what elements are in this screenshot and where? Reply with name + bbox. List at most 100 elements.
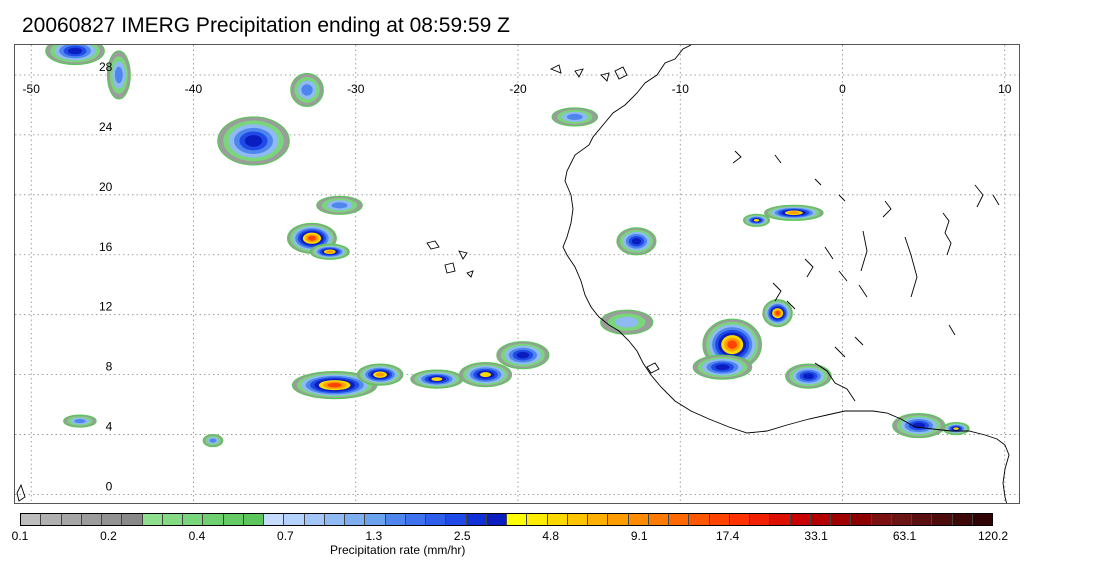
colorbar-swatch [912, 514, 933, 525]
rain-cell [742, 213, 771, 227]
rain-contour [327, 382, 342, 388]
colorbar-swatch [162, 514, 183, 525]
rain-contour [375, 372, 385, 377]
lon-tick-label: -40 [185, 82, 203, 96]
lon-tick-label: -20 [509, 82, 527, 96]
rain-contour [753, 219, 760, 222]
rain-contour [307, 235, 316, 241]
rain-cell [290, 72, 324, 108]
rain-cell [762, 299, 793, 328]
colorbar-swatch [567, 514, 588, 525]
colorbar-swatch [608, 514, 629, 525]
colorbar-tick-label: 0.2 [100, 529, 117, 543]
colorbar-swatch [61, 514, 82, 525]
colorbar-tick-label: 33.1 [804, 529, 828, 543]
islands-outline [16, 64, 660, 502]
colorbar-swatch [770, 514, 791, 525]
rain-contour [953, 427, 959, 430]
colorbar-tick-label: 63.1 [892, 529, 917, 543]
rain-cell [356, 363, 404, 386]
rain-contour [326, 250, 334, 254]
colorbar-swatch [102, 514, 123, 525]
colorbar-swatch [790, 514, 811, 525]
rain-cell [410, 369, 464, 389]
colorbar-tick-label: 0.7 [277, 529, 294, 543]
colorbar-swatch [264, 514, 285, 525]
colorbar-tick-label: 2.5 [453, 529, 471, 543]
colorbar-swatch [891, 514, 912, 525]
colorbar-swatch [547, 514, 568, 525]
lon-tick-label: 0 [839, 82, 846, 96]
lake-outline [860, 212, 952, 298]
colorbar-swatch [972, 514, 992, 525]
rain-contour [331, 202, 348, 209]
colorbar-swatch [466, 514, 487, 525]
colorbar-swatch [21, 514, 42, 525]
precipitation-map[interactable]: -50 -40 -30 -20 -10 0 10 0 4 8 12 16 20 24 28 [14, 44, 1020, 504]
rain-contour [615, 316, 639, 328]
rain-cell [286, 222, 337, 254]
colorbar-swatch [243, 514, 264, 525]
colorbar-swatch [365, 514, 386, 525]
rain-cell [551, 107, 599, 127]
lat-tick-label: 0 [106, 480, 113, 494]
colorbar-swatch [345, 514, 366, 525]
colorbar-swatch [527, 514, 548, 525]
rain-contour [244, 135, 263, 147]
colorbar-swatch [426, 514, 447, 525]
lat-tick-label: 4 [106, 420, 113, 434]
colorbar-tick-label: 9.1 [630, 529, 648, 543]
rain-cell [106, 50, 131, 100]
colorbar-swatch [648, 514, 669, 525]
colorbar-swatch [183, 514, 204, 525]
colorbar-swatch [628, 514, 649, 525]
rain-contour [516, 351, 530, 359]
colorbar-tick-label: 0.4 [188, 529, 206, 543]
rain-contour [209, 438, 217, 443]
colorbar-swatch [284, 514, 305, 525]
colorbar-swatch [41, 514, 62, 525]
grid-lines [15, 45, 1019, 503]
colorbar-tick-label: 0.1 [11, 529, 29, 543]
rain-contour [74, 419, 86, 424]
lat-tick-label: 12 [99, 300, 113, 314]
colorbar-swatch [203, 514, 224, 525]
axis-labels: -50 -40 -30 -20 -10 0 10 0 4 8 12 16 20 24 28 [23, 60, 1012, 494]
colorbar-swatch [709, 514, 730, 525]
colorbar-swatch [750, 514, 771, 525]
rain-cell [45, 45, 105, 66]
colorbar-swatch [952, 514, 973, 525]
colorbar-swatch [324, 514, 345, 525]
colorbar-swatch [385, 514, 406, 525]
lat-tick-label: 20 [99, 180, 113, 194]
colorbar-swatch [122, 514, 143, 525]
rain-cell [692, 354, 753, 380]
colorbar-tick-label: 1.3 [365, 529, 383, 543]
lat-tick-label: 28 [99, 60, 113, 74]
colorbar-swatch [871, 514, 892, 525]
rain-cell [309, 243, 350, 260]
rain-cell [892, 412, 946, 439]
rain-cell [202, 433, 224, 448]
rain-cell [316, 195, 363, 215]
colorbar-tick-label: 120.2 [977, 529, 1009, 543]
rain-contour [431, 377, 443, 382]
colorbar-swatch [486, 514, 507, 525]
rain-cell [616, 227, 657, 256]
precipitation-field [45, 45, 970, 448]
rain-cell [600, 309, 654, 335]
rain-contour [480, 372, 492, 378]
colorbar-swatch [851, 514, 872, 525]
lat-tick-label: 16 [99, 240, 113, 254]
colorbar-swatch [831, 514, 852, 525]
rain-cell [63, 414, 97, 428]
colorbar-swatch [689, 514, 710, 525]
colorbar-swatch [405, 514, 426, 525]
colorbar-tick-label: 4.8 [542, 529, 560, 543]
colorbar-labels: 0.1 0.2 0.4 0.7 1.3 2.5 4.8 9.1 17.4 33.1 63.1 120.… [0, 529, 1101, 545]
rain-contour [301, 84, 313, 96]
colorbar-swatch [142, 514, 163, 525]
rain-cell [942, 421, 970, 436]
rain-cell [785, 363, 832, 389]
colorbar-swatch [304, 514, 325, 525]
